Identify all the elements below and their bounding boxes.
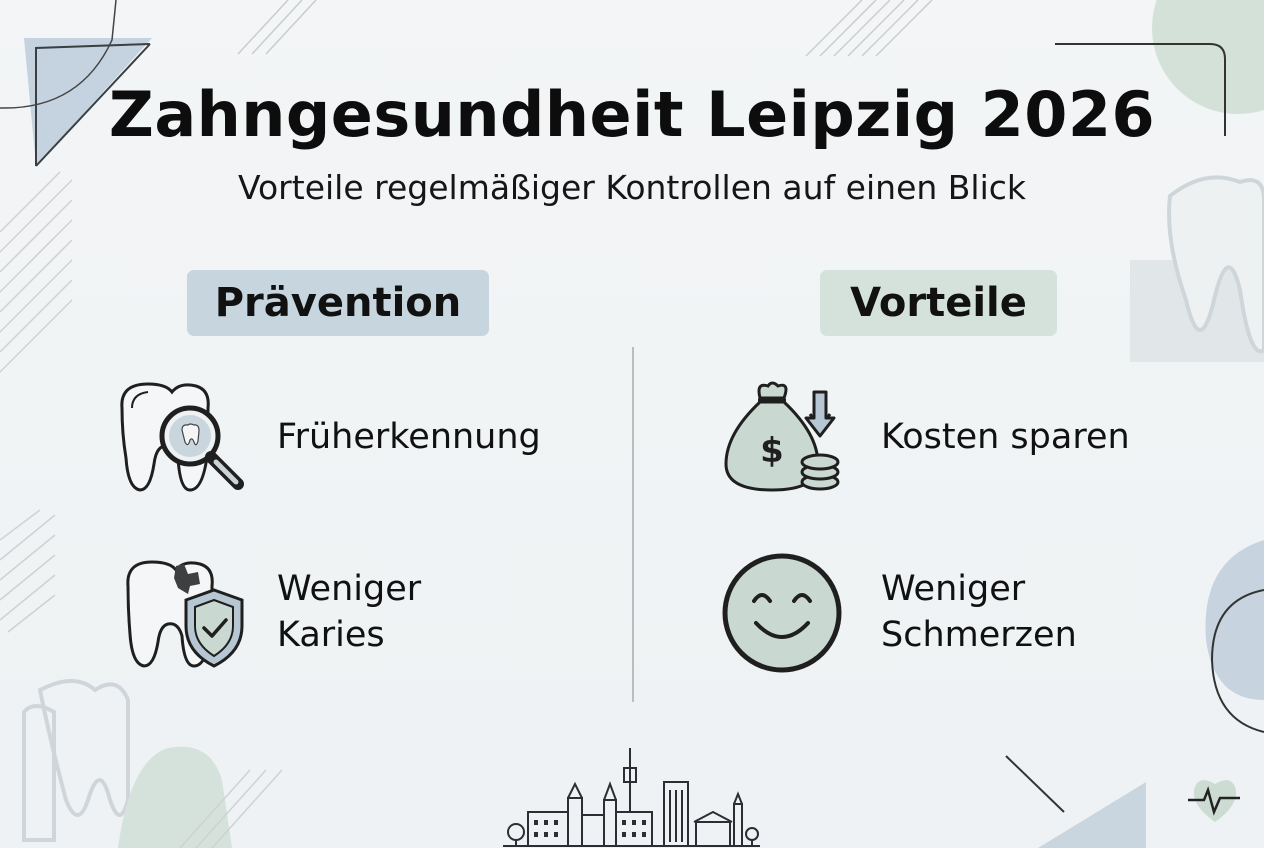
tooth-magnifier-icon [120, 382, 244, 492]
benefits-heading: Vorteile [820, 270, 1057, 336]
column-divider [632, 347, 634, 702]
svg-text:$: $ [760, 431, 784, 471]
item-label-weniger-karies: Weniger Karies [277, 569, 422, 655]
tooth-shield-icon [126, 560, 244, 668]
page-title: Zahngesundheit Leipzig 2026 [108, 78, 1156, 151]
smiley-face-icon [722, 553, 842, 673]
item-label-kosten-sparen: Kosten sparen [881, 417, 1130, 457]
page-subtitle: Vorteile regelmäßiger Kontrollen auf ein… [237, 168, 1027, 207]
item-label-weniger-schmerzen: Weniger Schmerzen [881, 569, 1077, 655]
money-bag-coins-icon: $ [724, 381, 840, 492]
item-label-frueherkennung: Früherkennung [277, 417, 541, 457]
prevention-heading: Prävention [187, 270, 489, 336]
